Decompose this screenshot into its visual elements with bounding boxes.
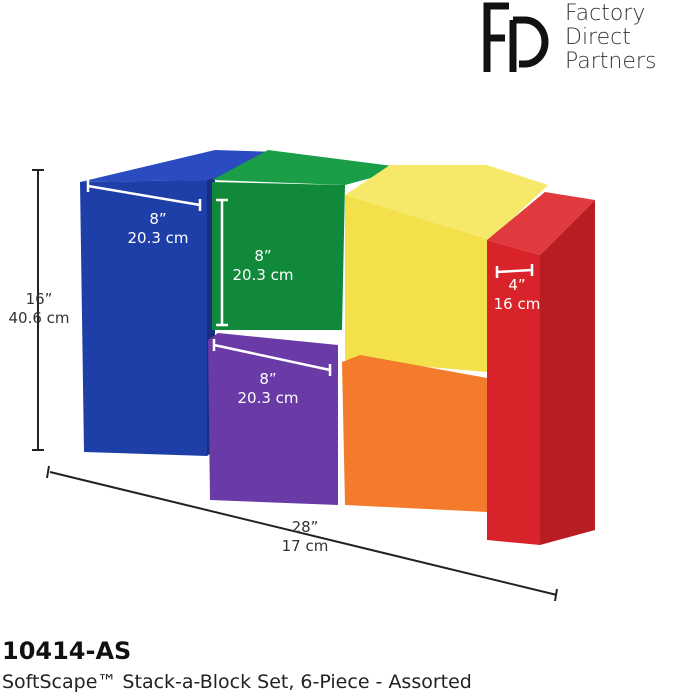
purple-block [208,333,338,505]
brand-logo-text: Factory Direct Partners [565,2,656,74]
inch-value: 8” [259,370,277,388]
product-sku: 10414-AS [2,637,132,665]
orange-block [342,355,487,512]
cm-value: 17 cm [281,537,329,555]
blue-width-label: 8” 20.3 cm [118,210,198,248]
cm-value: 20.3 cm [237,389,299,407]
logo-line: Partners [565,49,657,74]
red-depth-label: 4” 16 cm [492,276,542,314]
total-length-label: 28” 17 cm [270,518,340,556]
cm-value: 16 cm [493,295,541,313]
inch-value: 8” [254,247,272,265]
product-title: SoftScape™ Stack-a-Block Set, 6-Piece - … [2,671,472,693]
cm-value: 20.3 cm [232,266,294,284]
inch-value: 4” [508,276,526,294]
white-dimension-lines [86,180,534,376]
cm-value: 40.6 cm [8,309,70,327]
red-block [487,192,595,545]
inch-value: 28” [291,518,319,536]
dark-dimension-lines [32,169,558,602]
yellow-block [345,165,548,372]
cm-value: 20.3 cm [127,229,189,247]
fd-logo-mark [483,2,549,72]
purple-width-label: 8” 20.3 cm [228,370,308,408]
total-height-label: 16” 40.6 cm [0,290,78,328]
green-block [212,150,408,330]
logo-line: Direct [565,25,631,50]
inch-value: 8” [149,210,167,228]
green-height-label: 8” 20.3 cm [218,247,308,285]
inch-value: 16” [25,290,53,308]
logo-line: Factory [565,1,646,26]
